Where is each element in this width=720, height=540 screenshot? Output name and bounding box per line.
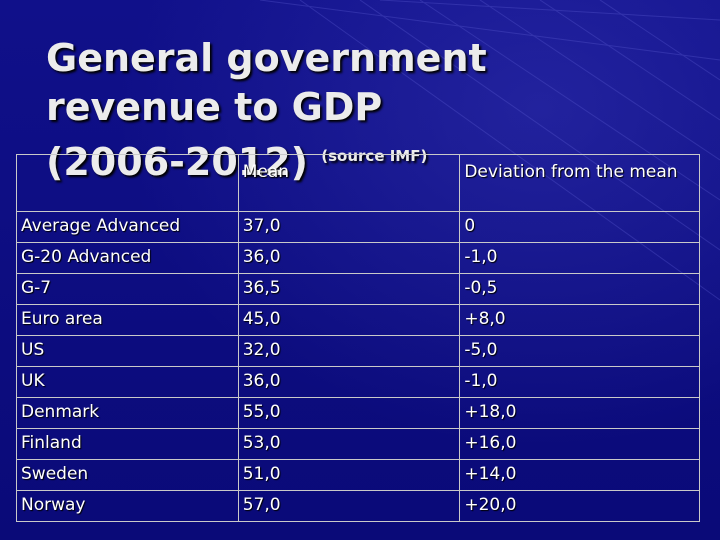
header-mean: Mean <box>237 154 461 212</box>
country-cell: US <box>16 335 239 367</box>
deviation-cell: +8,0 <box>459 304 700 336</box>
header-deviation: Deviation from the mean <box>459 154 700 212</box>
country-cell: Euro area <box>16 304 239 336</box>
mean-cell: 37,0 <box>237 211 461 243</box>
header-row: Mean Deviation from the mean <box>16 154 700 212</box>
mean-cell: 53,0 <box>237 428 461 460</box>
deviation-cell: 0 <box>459 211 700 243</box>
title-line-2: revenue to GDP <box>46 85 383 129</box>
deviation-cell: +16,0 <box>459 428 700 460</box>
deviation-cell: +14,0 <box>459 459 700 491</box>
country-cell: Average Advanced <box>16 211 239 243</box>
mean-cell: 32,0 <box>237 335 461 367</box>
table-row: Sweden 51,0 +14,0 <box>16 459 700 491</box>
title-line-1: General government <box>46 36 487 80</box>
table-row: Average Advanced 37,0 0 <box>16 211 700 243</box>
mean-cell: 36,0 <box>237 366 461 398</box>
country-cell: Denmark <box>16 397 239 429</box>
deviation-cell: -5,0 <box>459 335 700 367</box>
mean-cell: 45,0 <box>237 304 461 336</box>
table-row: Norway 57,0 +20,0 <box>16 490 700 522</box>
deviation-cell: -0,5 <box>459 273 700 305</box>
mean-cell: 36,0 <box>237 242 461 274</box>
table-row: G-7 36,5 -0,5 <box>16 273 700 305</box>
mean-cell: 51,0 <box>237 459 461 491</box>
country-cell: Sweden <box>16 459 239 491</box>
table-row: Denmark 55,0 +18,0 <box>16 397 700 429</box>
deviation-cell: +18,0 <box>459 397 700 429</box>
mean-cell: 36,5 <box>237 273 461 305</box>
deviation-cell: -1,0 <box>459 242 700 274</box>
country-cell: Norway <box>16 490 239 522</box>
mean-cell: 55,0 <box>237 397 461 429</box>
country-cell: UK <box>16 366 239 398</box>
country-cell: Finland <box>16 428 239 460</box>
header-country <box>16 154 239 212</box>
table-row: US 32,0 -5,0 <box>16 335 700 367</box>
deviation-cell: -1,0 <box>459 366 700 398</box>
deviation-cell: +20,0 <box>459 490 700 522</box>
table-row: G-20 Advanced 36,0 -1,0 <box>16 242 700 274</box>
table-row: UK 36,0 -1,0 <box>16 366 700 398</box>
country-cell: G-20 Advanced <box>16 242 239 274</box>
country-cell: G-7 <box>16 273 239 305</box>
table-row: Euro area 45,0 +8,0 <box>16 304 700 336</box>
revenue-table: Mean Deviation from the mean Average Adv… <box>16 154 700 522</box>
table-row: Finland 53,0 +16,0 <box>16 428 700 460</box>
mean-cell: 57,0 <box>237 490 461 522</box>
